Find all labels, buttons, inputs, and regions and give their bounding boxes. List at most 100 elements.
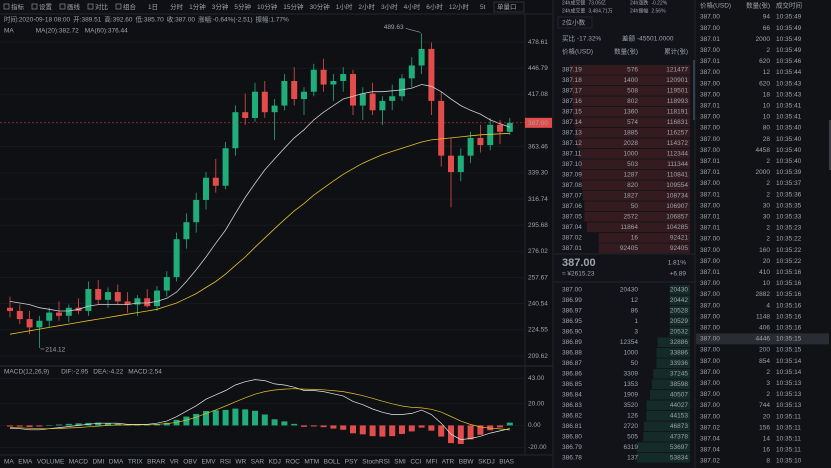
book-qty: 1287: [624, 172, 639, 179]
macd-bar: [418, 425, 425, 428]
indicator-tab[interactable]: EMA: [18, 459, 33, 466]
indicator-tab[interactable]: MFI: [426, 459, 437, 466]
tool-button[interactable]: 组合: [123, 2, 137, 11]
trade-qty: 10: [763, 114, 771, 121]
book-cum: 33886: [670, 350, 688, 357]
candle-body: [232, 112, 239, 149]
candle-body: [7, 307, 13, 311]
tool-button[interactable]: 对比: [95, 2, 109, 11]
indicator-tab[interactable]: MTM: [304, 459, 319, 466]
interval-button[interactable]: 1日: [148, 3, 158, 11]
indicator-tab[interactable]: DMA: [109, 459, 124, 466]
depth-bar: [571, 86, 690, 96]
interval-button[interactable]: 12小时: [449, 2, 470, 11]
macd-bar: [477, 425, 484, 435]
interval-button[interactable]: 分时: [170, 2, 184, 11]
tool-icon: [31, 3, 38, 10]
book-qty: 1000: [624, 151, 639, 158]
indicator-tab[interactable]: StochRSI: [362, 459, 390, 466]
indicator-tab[interactable]: BRAR: [147, 459, 165, 466]
macd-bar: [114, 423, 121, 426]
precision-select[interactable]: 2位小数: [562, 18, 586, 27]
book-qty: 1000: [624, 350, 639, 357]
interval-button[interactable]: 30分钟: [309, 2, 330, 11]
indicator-tab[interactable]: OBV: [183, 459, 197, 466]
trade-price: 387.01: [700, 269, 720, 276]
indicator-tab[interactable]: KDJ: [269, 459, 281, 466]
interval-button[interactable]: 1分钟: [189, 2, 206, 11]
tool-button[interactable]: 指标: [11, 2, 25, 11]
interval-button[interactable]: 15分钟: [283, 2, 304, 11]
depth-bar: [577, 138, 690, 149]
trade-price: 387.00: [700, 402, 720, 409]
book-qty: 6319: [624, 444, 639, 451]
candle-body: [428, 48, 435, 101]
interval-button[interactable]: 2小时: [358, 2, 375, 11]
trade-time: 10:35:11: [776, 413, 801, 420]
macd-bar: [193, 413, 200, 426]
tool-button[interactable]: 画线: [67, 2, 81, 11]
trade-qty: 16: [763, 447, 771, 454]
candle-body: [183, 222, 190, 240]
interval-button[interactable]: 4小时: [404, 2, 421, 11]
interval-button[interactable]: 5分钟: [234, 2, 251, 11]
indicator-tab[interactable]: BOLL: [324, 459, 341, 466]
interval-button[interactable]: 3分钟: [212, 2, 229, 11]
macd-bar: [65, 423, 72, 426]
candle-body: [350, 74, 356, 106]
indicator-tab[interactable]: ROC: [285, 459, 300, 466]
book-qty: 3520: [624, 402, 639, 409]
trade-qty: 854: [759, 358, 770, 365]
trade-price: 387.01: [700, 58, 720, 65]
interval-button[interactable]: 10分钟: [257, 2, 278, 11]
book-qty: 11864: [620, 224, 638, 231]
depth-bar: [651, 379, 690, 390]
trade-price: 387.00: [700, 258, 720, 265]
indicator-tab[interactable]: BIAS: [499, 459, 514, 466]
trade-price: 387.00: [700, 336, 720, 343]
trade-time: 10:35:40: [776, 158, 802, 165]
tool-button[interactable]: 设置: [39, 2, 53, 11]
indicator-tab[interactable]: ATR: [442, 459, 455, 466]
indicator-tab[interactable]: SMI: [394, 459, 406, 466]
indicator-tab[interactable]: MA: [4, 459, 14, 466]
interval-button[interactable]: 6小时: [426, 2, 443, 11]
book-qty: 508: [627, 88, 638, 95]
macd-bar: [271, 419, 278, 426]
trade-qty: 620: [759, 58, 770, 65]
interval-button[interactable]: 1小时: [336, 2, 353, 11]
ratio-value: -17.32%: [577, 36, 601, 43]
trade-time: 10:35:23: [776, 225, 802, 232]
macd-bar: [408, 425, 415, 432]
trade-qty: 20: [763, 413, 771, 420]
indicator-tab[interactable]: WR: [235, 459, 246, 466]
indicator-tab[interactable]: SAR: [251, 459, 265, 466]
book-qty: 2028: [624, 140, 639, 147]
toolbar-option[interactable]: 单量口: [497, 2, 517, 11]
indicator-tab[interactable]: VOLUME: [37, 459, 65, 466]
trade-qty: 10: [763, 103, 771, 110]
macd-bar: [467, 425, 474, 440]
book-price: 387.14: [562, 119, 582, 126]
trade-qty: 2: [766, 236, 770, 243]
indicator-tab[interactable]: CCI: [410, 459, 421, 466]
indicator-tab[interactable]: EMV: [201, 459, 216, 466]
macd-bar: [399, 425, 405, 434]
book-cum: 32886: [670, 339, 688, 346]
info-value: 387.00: [175, 17, 195, 24]
book-cum: 116831: [667, 119, 689, 126]
toolbar-option[interactable]: 5t: [480, 4, 486, 11]
macd-bar: [497, 425, 503, 428]
indicator-tab[interactable]: RSI: [220, 459, 231, 466]
interval-button[interactable]: 3小时: [381, 2, 398, 11]
indicator-tab[interactable]: SKDJ: [478, 459, 495, 466]
indicator-tab[interactable]: DMI: [92, 459, 104, 466]
indicator-tab[interactable]: BBW: [459, 459, 475, 466]
macd-bar: [301, 425, 307, 427]
indicator-tab[interactable]: TRIX: [128, 459, 143, 466]
candle-body: [369, 93, 376, 111]
indicator-tab[interactable]: MACD: [69, 459, 88, 466]
indicator-tab[interactable]: VR: [170, 459, 179, 466]
indicator-tab[interactable]: PSY: [345, 459, 359, 466]
trade-qty: 2: [766, 391, 770, 398]
